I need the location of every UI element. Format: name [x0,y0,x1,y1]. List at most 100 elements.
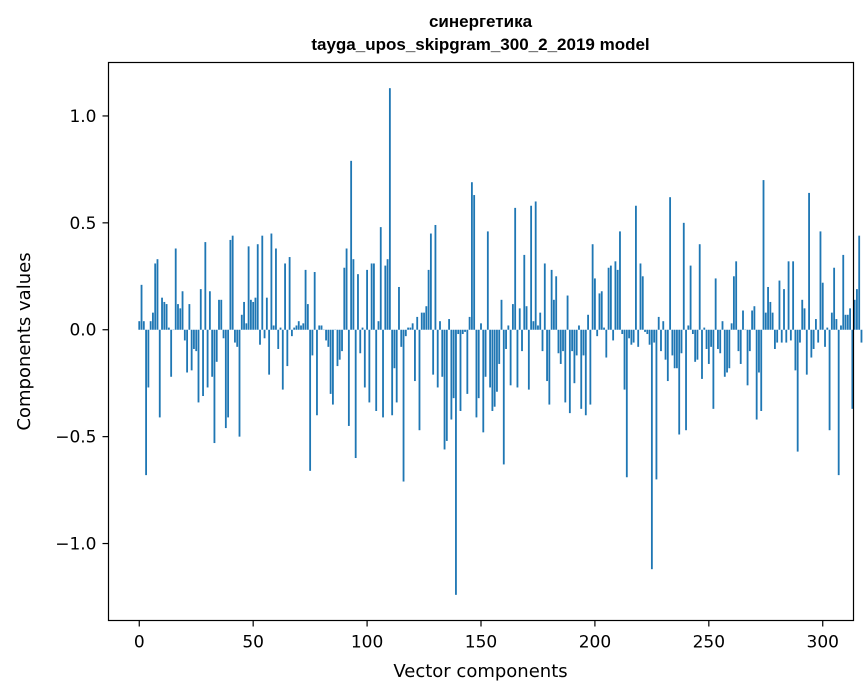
bar [605,329,608,358]
bar [698,244,701,330]
bar [742,310,744,330]
bar [311,329,314,356]
bar [792,261,795,330]
bar [712,329,715,409]
bar [840,325,842,330]
bar [407,327,409,330]
bar [773,329,776,349]
bar [152,312,154,330]
bar [753,306,756,330]
bar [404,329,407,337]
chart-title: синергетика [428,12,533,31]
bar [475,329,478,418]
bar [860,329,863,343]
bar [728,329,731,369]
bar [161,297,163,330]
bar [370,263,373,330]
bar [265,297,268,330]
bar [498,329,501,364]
bar [557,329,560,354]
bar [523,254,526,330]
bar [637,329,640,347]
bar [445,329,448,441]
bar [400,329,403,347]
bar [614,261,617,330]
bar [197,329,200,403]
bar [582,329,585,356]
bar [632,329,635,343]
bar [202,329,204,397]
bar [616,269,619,330]
bar [411,323,414,330]
y-tick-label: 1.0 [69,107,96,127]
bar [701,329,703,379]
bar [527,329,530,390]
bar [612,329,615,341]
x-tick-label: 50 [242,633,264,653]
bar [297,321,300,330]
bar [466,329,469,394]
bar [416,316,419,330]
bar [680,329,683,354]
y-tick-label: 0.0 [69,321,96,341]
bar [218,299,220,330]
bar [350,160,353,330]
bar [229,239,232,330]
bar [455,329,457,595]
bar [290,329,293,337]
bar [655,329,658,480]
bar [347,329,350,426]
y-tick-label: −1.0 [55,535,96,555]
bar [165,304,168,330]
bar [815,319,817,330]
bar [459,329,462,411]
bar [480,323,482,330]
bar [578,325,580,330]
bar [149,321,152,330]
bar [550,269,553,330]
bar [644,329,646,332]
bar [824,329,826,347]
bar [760,329,763,411]
bar [261,235,264,330]
bar [543,263,546,330]
bar [179,308,182,330]
bar [769,301,772,330]
bars-group [138,88,863,595]
bar [493,329,496,407]
bar [662,321,665,330]
bar [222,329,225,339]
bar [507,325,510,330]
bar [685,329,687,431]
bar [842,254,845,330]
x-tick-label: 200 [579,633,611,653]
bar [193,329,195,349]
bar [409,327,412,330]
bar [562,329,564,352]
bar [395,329,398,403]
bar [338,329,341,360]
bar [758,329,760,373]
bar [238,329,241,437]
bar [448,319,451,330]
bar [359,329,362,354]
bar [828,329,831,431]
bar [621,329,624,335]
bar [183,329,186,341]
bar [457,329,460,335]
bar [687,325,690,330]
bar [286,329,289,367]
bar [414,329,416,382]
bar [639,263,642,330]
bar [439,321,441,330]
bar [254,297,257,330]
bar [425,306,428,330]
bar [420,312,423,330]
bar [206,329,209,388]
bar [833,267,836,330]
bar [329,329,332,394]
bar [236,329,239,347]
bar [755,329,758,420]
bar [259,329,261,345]
bar [735,261,738,330]
